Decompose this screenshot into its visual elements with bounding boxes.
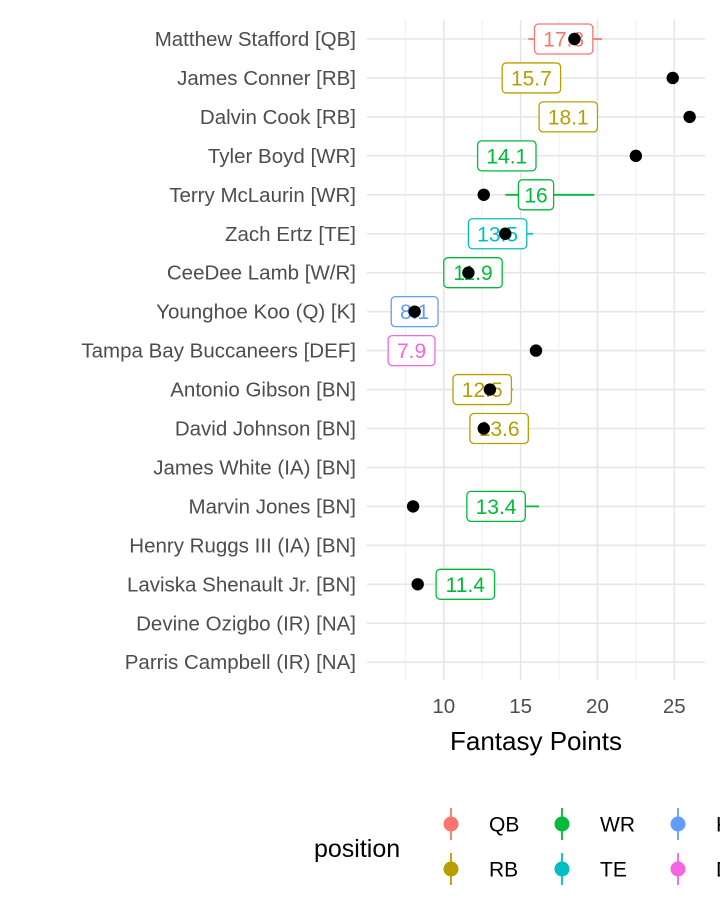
player-labels: Matthew Stafford [QB] James Conner [RB] Da…	[81, 28, 356, 674]
legend-key-dot	[554, 816, 570, 832]
player-label: CeeDee Lamb [W/R]	[167, 262, 356, 285]
player-label: Tyler Boyd [WR]	[208, 145, 356, 168]
legend-label: QB	[489, 814, 519, 837]
player-label: Henry Ruggs III (IA) [BN]	[129, 534, 356, 557]
player-label: Matthew Stafford [QB]	[155, 28, 356, 51]
legend-label: RB	[489, 859, 518, 882]
player-label: Zach Ertz [TE]	[225, 223, 356, 246]
player-label: James White (IA) [BN]	[153, 456, 356, 479]
x-tick-label: 10	[432, 695, 455, 718]
legend-label: WR	[600, 814, 635, 837]
legend-label: TE	[600, 859, 627, 882]
x-tick-label: 20	[586, 695, 609, 718]
x-axis-title: Fantasy Points	[450, 726, 622, 756]
x-tick-label: 15	[509, 695, 532, 718]
projection-label: 12.5	[462, 379, 503, 402]
projection-label: 18.1	[548, 106, 589, 129]
legend-title: position	[314, 835, 400, 863]
projection-box	[501, 62, 562, 94]
projection-label: 7.9	[397, 340, 426, 363]
actual-points-dot	[462, 266, 475, 279]
player-label: Devine Ozigbo (IR) [NA]	[136, 612, 356, 635]
actual-points-dot	[406, 500, 420, 513]
player-label: Antonio Gibson [BN]	[170, 379, 356, 402]
actual-points-dot	[411, 578, 424, 591]
legend-label: K	[716, 814, 720, 837]
actual-points-dot	[483, 383, 497, 396]
actual-points-dot	[499, 227, 512, 240]
x-axis-ticks: 10 15 20 25	[432, 695, 685, 718]
actual-points-dot	[477, 188, 490, 201]
actual-points-dot	[629, 149, 643, 163]
projection-box	[517, 179, 555, 211]
player-label: Younghoe Koo (Q) [K]	[156, 301, 356, 324]
projection-label: 13.6	[479, 418, 520, 441]
actual-points-dot	[477, 422, 490, 435]
legend-key-dot	[443, 861, 459, 877]
player-label: David Johnson [BN]	[175, 418, 356, 441]
actual-points-dot	[683, 110, 696, 124]
projection-box	[538, 101, 599, 133]
actual-points-dot	[666, 71, 679, 85]
projection-box	[533, 23, 594, 55]
actual-points-dot	[408, 305, 421, 318]
legend-key-dot	[670, 816, 686, 832]
legend-key-dot	[554, 861, 570, 877]
player-label: Marvin Jones [BN]	[189, 495, 356, 518]
x-tick-label: 25	[663, 695, 686, 718]
legend: position QB RB WR TE K DEF	[314, 808, 720, 885]
projection-box	[452, 373, 513, 406]
legend-key-dot	[443, 816, 459, 832]
player-label: Laviska Shenault Jr. [BN]	[127, 573, 356, 596]
projection-label: 14.1	[486, 145, 527, 168]
projection-label: 15.7	[511, 67, 552, 90]
player-label: Parris Campbell (IR) [NA]	[125, 651, 356, 674]
player-label: James Conner [RB]	[177, 67, 356, 90]
projection-box	[435, 568, 496, 600]
legend-key-dot	[670, 861, 686, 877]
projection-label: 13.4	[476, 496, 517, 519]
projection-box	[387, 334, 436, 367]
data-marks: 17.815.718.114.11613.511.98.17.912.513.6…	[387, 23, 696, 600]
projection-box	[476, 140, 537, 172]
projection-box	[469, 412, 529, 445]
projection-label: 11.4	[446, 574, 486, 597]
projection-label: 16	[524, 184, 547, 207]
actual-points-dot	[529, 344, 543, 357]
player-label: Terry McLaurin [WR]	[169, 184, 356, 207]
actual-points-dot	[568, 32, 581, 46]
projection-box	[466, 490, 526, 523]
player-label: Tampa Bay Buccaneers [DEF]	[81, 340, 356, 363]
player-label: Dalvin Cook [RB]	[200, 106, 356, 129]
legend-label: DEF	[716, 859, 720, 882]
projection-label: 13.5	[477, 223, 518, 246]
projection-box	[467, 218, 528, 250]
